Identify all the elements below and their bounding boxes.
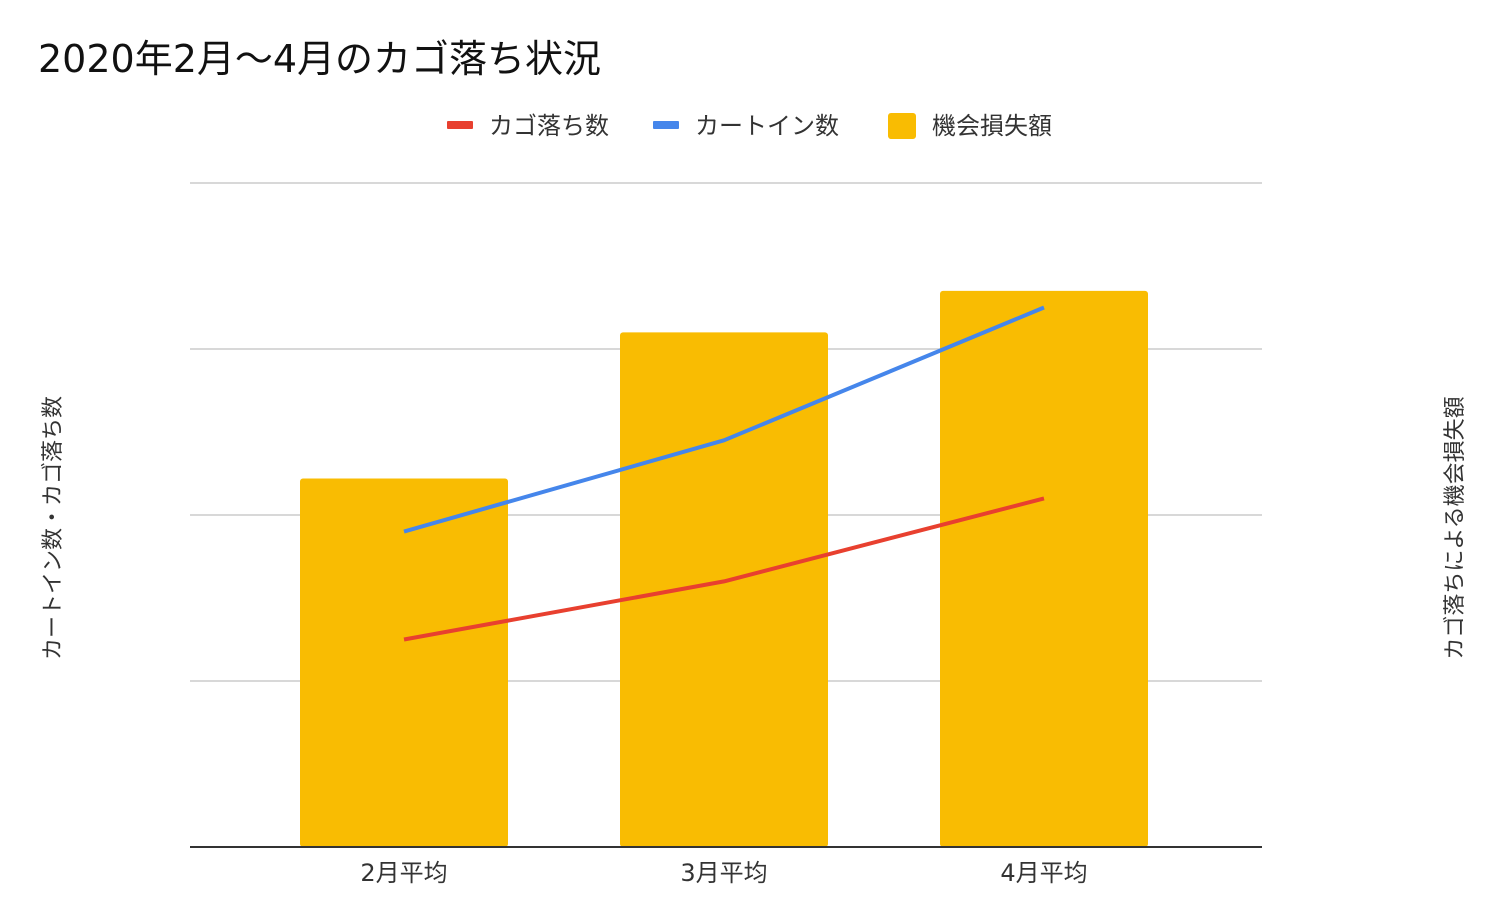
bar-機会損失額-2月平均 bbox=[300, 478, 508, 847]
y-axis-right-title: カゴ落ちによる機会損失額 bbox=[1443, 396, 1468, 659]
x-tick-label: 2月平均 bbox=[360, 859, 447, 887]
bar-機会損失額-4月平均 bbox=[940, 290, 1148, 847]
y-axis-left-title: カートイン数・カゴ落ち数 bbox=[41, 396, 66, 660]
x-axis-ticks: 2月平均 3月平均 4月平均 bbox=[360, 859, 1087, 887]
legend: カゴ落ち数 カートイン数 機会損失額 bbox=[447, 112, 1052, 140]
line-series bbox=[403, 305, 1045, 642]
line-カートイン数 bbox=[403, 305, 1045, 534]
legend-swatch-カートイン数 bbox=[653, 121, 679, 129]
bar-機会損失額-3月平均 bbox=[620, 332, 828, 847]
bar-series bbox=[300, 290, 1148, 847]
legend-label-カートイン数: カートイン数 bbox=[695, 112, 839, 140]
x-tick-label: 4月平均 bbox=[1000, 859, 1087, 887]
legend-label-カゴ落ち数: カゴ落ち数 bbox=[489, 112, 609, 140]
legend-swatch-機会損失額 bbox=[888, 113, 916, 139]
legend-swatch-カゴ落ち数 bbox=[447, 121, 473, 129]
legend-label-機会損失額: 機会損失額 bbox=[932, 112, 1052, 140]
x-tick-label: 3月平均 bbox=[680, 859, 767, 887]
chart-title: 2020年2月～4月のカゴ落ち状況 bbox=[38, 37, 601, 81]
line-カゴ落ち数 bbox=[403, 496, 1045, 642]
